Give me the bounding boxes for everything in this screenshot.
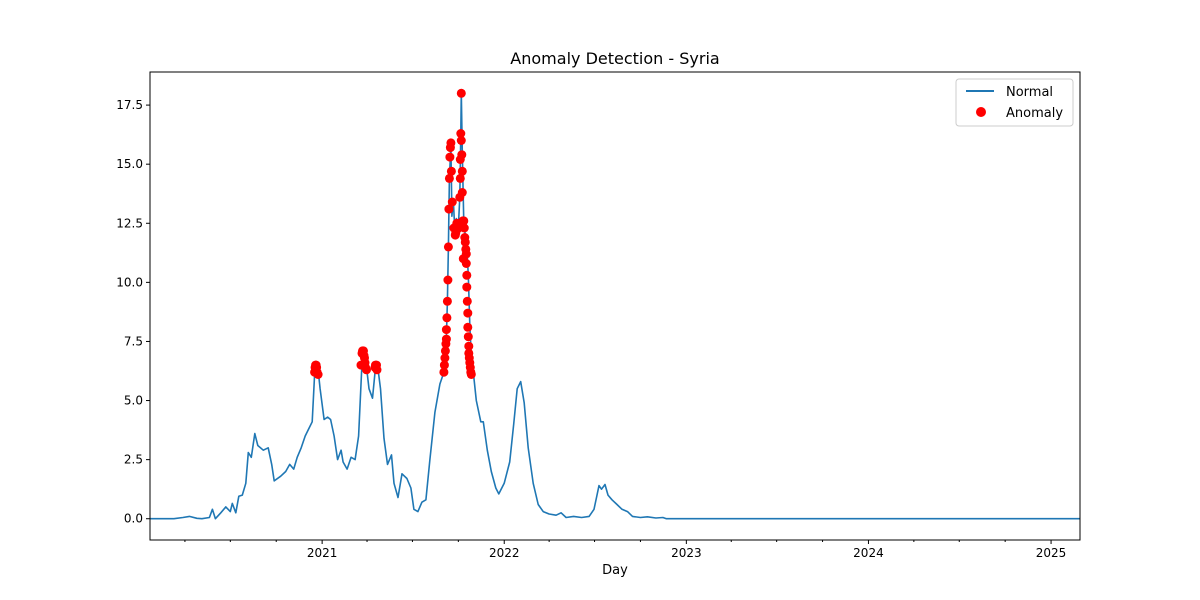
x-axis: 2021 2022 2023 2024 2025	[184, 540, 1067, 560]
anomaly-point	[462, 296, 472, 306]
anomaly-point	[463, 308, 473, 318]
anomaly-point	[441, 334, 451, 344]
anomaly-point	[441, 325, 451, 335]
anomaly-point	[462, 282, 472, 292]
normal-series-line	[150, 92, 1080, 520]
anomaly-point	[456, 136, 466, 145]
anomaly-point	[439, 360, 449, 370]
anomaly-point	[447, 197, 457, 207]
x-tick-label: 2024	[853, 546, 884, 560]
anomaly-point	[456, 129, 466, 138]
anomaly-point	[446, 138, 456, 148]
plot-frame	[149, 71, 1081, 541]
y-tick-label: 17.5	[116, 98, 143, 112]
anomaly-point	[443, 275, 453, 285]
x-tick-label: 2025	[1036, 546, 1067, 560]
y-tick-label: 15.0	[116, 157, 143, 171]
y-tick-label: 2.5	[124, 453, 143, 467]
anomaly-point	[362, 365, 371, 375]
anomaly-point	[457, 188, 467, 197]
anomaly-point	[442, 313, 452, 323]
x-tick-label: 2021	[307, 546, 338, 560]
x-tick-label: 2023	[671, 546, 702, 560]
anomaly-point	[459, 223, 469, 233]
y-tick-label: 7.5	[124, 334, 143, 348]
anomaly-point	[462, 270, 472, 280]
y-axis: 0.0 2.5 5.0 7.5 10.0 12.5 15.0 17.5	[116, 98, 150, 526]
anomaly-point	[456, 88, 466, 98]
legend-anomaly-label: Anomaly	[1006, 106, 1063, 121]
legend-anomaly-swatch	[976, 107, 986, 117]
legend-normal-label: Normal	[1006, 85, 1053, 100]
chart-title: Anomaly Detection - Syria	[510, 49, 719, 68]
anomaly-point	[444, 173, 454, 183]
anomaly-point	[440, 346, 450, 356]
anomaly-point	[457, 166, 467, 176]
anomaly-point	[463, 322, 473, 332]
anomaly-point	[372, 365, 382, 375]
anomaly-point	[439, 367, 449, 377]
y-tick-label: 12.5	[116, 216, 143, 230]
anomaly-point	[461, 259, 471, 268]
anomaly-point	[461, 249, 471, 259]
y-tick-label: 10.0	[116, 275, 143, 289]
anomaly-point	[459, 216, 469, 226]
anomaly-point	[455, 173, 465, 183]
anomaly-point	[460, 237, 470, 247]
anomaly-point	[440, 353, 450, 363]
y-tick-label: 5.0	[124, 394, 143, 408]
anomaly-point	[446, 166, 456, 176]
anomaly-point	[463, 332, 473, 342]
anomaly-point	[464, 341, 474, 351]
anomaly-point	[442, 296, 452, 306]
legend: Normal Anomaly	[955, 78, 1074, 127]
anomaly-point	[457, 150, 467, 160]
anomaly-point	[443, 242, 453, 252]
anomaly-point	[445, 152, 455, 162]
x-tick-label: 2022	[489, 546, 520, 560]
y-tick-label: 0.0	[124, 512, 143, 526]
anomaly-point	[313, 370, 323, 379]
anomaly-point	[444, 204, 454, 214]
anomaly-point	[466, 370, 476, 379]
plot-area	[150, 88, 1080, 520]
x-axis-label: Day	[602, 563, 628, 578]
